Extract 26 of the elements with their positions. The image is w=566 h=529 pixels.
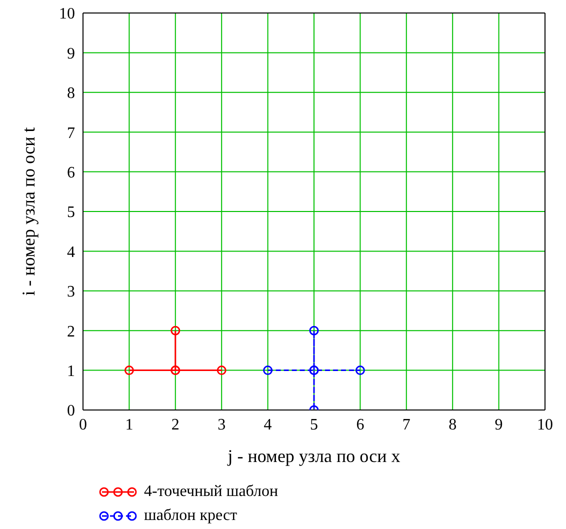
y-tick-label: 2: [67, 323, 75, 340]
y-tick-label: 10: [59, 6, 75, 23]
y-axis-title: i - номер узла по оси t: [18, 127, 38, 296]
x-tick-label: 4: [264, 416, 272, 434]
y-tick-label: 6: [67, 164, 75, 182]
x-tick-label: 0: [79, 416, 87, 434]
legend-label: шаблон крест: [144, 507, 238, 525]
y-tick-label: 1: [67, 362, 75, 380]
y-tick-label: 8: [67, 85, 75, 102]
x-tick-label: 10: [537, 416, 553, 434]
x-tick-label: 7: [402, 416, 410, 434]
x-axis-title: j - номер узла по оси x: [226, 446, 400, 466]
x-tick-label: 2: [171, 416, 180, 434]
y-tick-label: 3: [67, 284, 75, 301]
x-tick-label: 3: [218, 416, 226, 434]
x-tick-label: 6: [356, 416, 364, 434]
x-tick-label: 1: [125, 416, 134, 434]
y-tick-label: 4: [67, 244, 75, 261]
y-tick-label: 0: [67, 402, 75, 420]
y-tick-label: 7: [67, 124, 75, 142]
y-tick-label: 9: [67, 45, 75, 62]
x-tick-label: 5: [310, 416, 318, 434]
legend-label: 4-точечный шаблон: [144, 483, 278, 501]
y-tick-label: 5: [67, 204, 75, 222]
x-tick-label: 9: [494, 416, 503, 434]
x-tick-label: 8: [448, 416, 457, 434]
